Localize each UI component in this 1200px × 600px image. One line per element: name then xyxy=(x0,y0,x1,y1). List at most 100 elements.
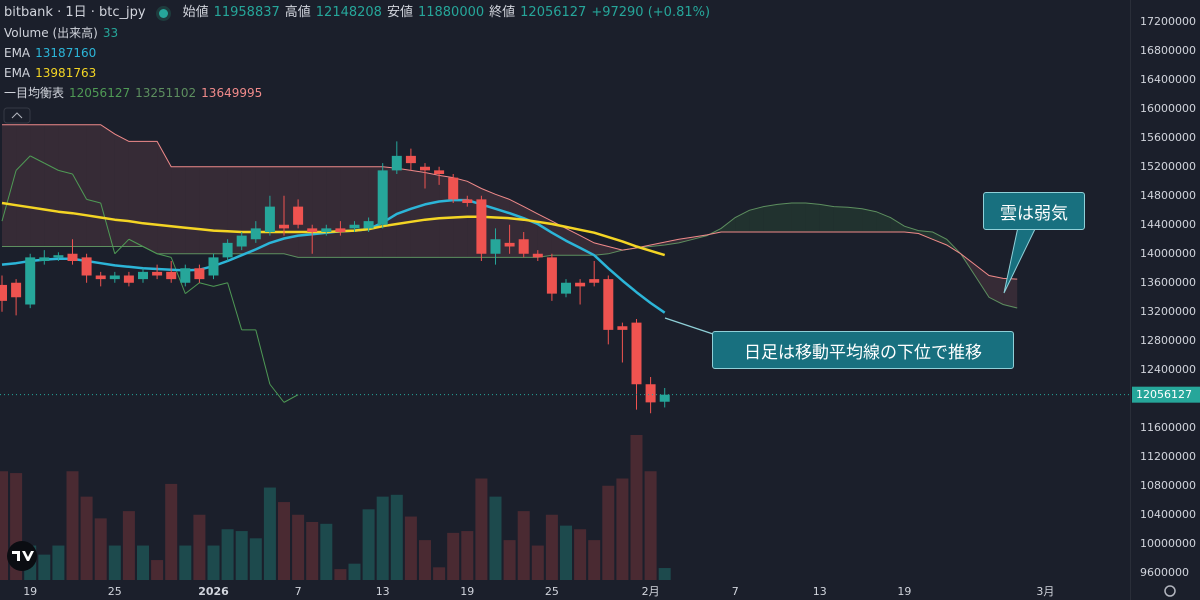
candle-body xyxy=(645,384,656,403)
lagging-span xyxy=(142,246,158,255)
y-tick-label: 13200000 xyxy=(1140,305,1196,318)
cloud-fill xyxy=(128,141,143,247)
x-tick-label: 3月 xyxy=(1036,585,1054,598)
cloud-fill xyxy=(876,211,891,232)
volume-bar xyxy=(433,567,446,580)
legend-row: EMA 13981763 xyxy=(4,63,710,83)
ohlc-label: 安値 xyxy=(386,5,413,20)
y-tick-label: 15200000 xyxy=(1140,160,1196,173)
y-tick-label: 11600000 xyxy=(1140,421,1196,434)
x-tick-label: 19 xyxy=(23,585,37,598)
candle-body xyxy=(561,282,571,294)
cloud-fill xyxy=(185,166,200,254)
collapse-button[interactable] xyxy=(3,107,31,124)
candle-body xyxy=(532,253,543,258)
volume-bar xyxy=(602,485,615,580)
candle-body xyxy=(589,279,600,283)
volume-bar xyxy=(278,502,290,580)
cloud-fill xyxy=(143,141,158,254)
volume-bar xyxy=(644,471,657,580)
volume-bar xyxy=(574,529,587,580)
candle-body xyxy=(546,257,557,294)
lagging-span xyxy=(72,173,88,200)
annotation: 雲は弱気 xyxy=(983,192,1085,230)
volume-bar xyxy=(348,563,361,580)
settings-icon[interactable] xyxy=(1164,585,1176,597)
volume-bar xyxy=(221,529,234,580)
lagging-span xyxy=(269,383,285,403)
y-tick-label: 13600000 xyxy=(1140,276,1196,289)
candle-body xyxy=(236,235,247,247)
candle-body xyxy=(575,282,586,287)
y-tick-label: 14400000 xyxy=(1140,218,1196,231)
legend: bitbank · 1日 · btc_jpy 始値 11958837 高値 1214… xyxy=(4,3,710,103)
legend-row: 一目均衡表 12056127 13251102 13649995 xyxy=(4,83,710,103)
cloud-fill xyxy=(833,206,848,232)
lagging-span xyxy=(255,329,271,385)
x-tick-label: 25 xyxy=(108,585,122,598)
cloud-fill xyxy=(157,141,172,254)
volume-bar xyxy=(122,511,135,580)
y-tick-label: 12800000 xyxy=(1140,334,1196,347)
x-tick-label: 2026 xyxy=(198,585,229,598)
cloud-fill xyxy=(749,206,764,232)
change-value: +97290 (+0.81%) xyxy=(591,5,711,20)
x-tick-label: 13 xyxy=(813,585,827,598)
tv-logo[interactable] xyxy=(7,541,37,571)
candle-body xyxy=(138,271,148,280)
cloud-fill xyxy=(171,166,186,254)
y-tick-label: 9600000 xyxy=(1140,566,1189,579)
candle-body xyxy=(25,257,36,305)
volume-bar xyxy=(207,545,220,580)
candle-body xyxy=(335,228,346,232)
lagging-span xyxy=(199,282,214,287)
candle-body xyxy=(617,326,628,330)
ema-label: EMA xyxy=(4,66,31,80)
lagging-span xyxy=(170,257,186,294)
lagging-span xyxy=(156,253,172,258)
cloud-fill xyxy=(213,166,228,254)
x-tick-label: 7 xyxy=(732,585,739,598)
cloud-fill xyxy=(819,204,834,232)
cloud-fill xyxy=(678,237,693,243)
plot-area xyxy=(0,124,1130,580)
candle-body xyxy=(321,228,332,232)
volume-bar xyxy=(165,483,178,580)
candle-body xyxy=(391,155,402,171)
candle-body xyxy=(222,242,233,258)
candle-body xyxy=(264,206,275,232)
candle-body xyxy=(434,170,445,174)
y-tick-label: 10400000 xyxy=(1140,508,1196,521)
cloud-fill xyxy=(425,172,440,258)
volume-bar xyxy=(588,540,601,580)
candle-body xyxy=(448,177,459,200)
ohlc-label: 高値 xyxy=(284,5,311,20)
candle-body xyxy=(0,284,7,301)
ema-value: 13187160 xyxy=(35,46,97,60)
candle-body xyxy=(95,275,106,280)
span-a-line xyxy=(2,202,1018,309)
candle-body xyxy=(293,206,304,225)
lagging-span xyxy=(86,198,101,204)
cloud-fill xyxy=(354,166,369,258)
volume-bar xyxy=(376,496,389,580)
annotation-pointer xyxy=(1003,226,1037,294)
ichimoku-value: 12056127 xyxy=(69,86,131,100)
last-price-label: 12056127 xyxy=(1136,388,1192,401)
candle-body xyxy=(53,255,64,258)
volume-bar xyxy=(292,514,305,580)
candle-body xyxy=(194,268,205,280)
volume-bar xyxy=(334,569,347,580)
ema-line xyxy=(1,201,666,257)
lagging-span xyxy=(100,202,116,254)
candle-body xyxy=(405,155,416,164)
volume-bar xyxy=(560,525,572,580)
lagging-span xyxy=(213,282,228,287)
candle-body xyxy=(490,239,501,254)
candle-body xyxy=(504,242,515,247)
x-tick-label: 7 xyxy=(295,585,302,598)
lagging-span xyxy=(128,238,144,247)
volume-bar xyxy=(390,494,403,580)
candle-body xyxy=(659,394,670,402)
